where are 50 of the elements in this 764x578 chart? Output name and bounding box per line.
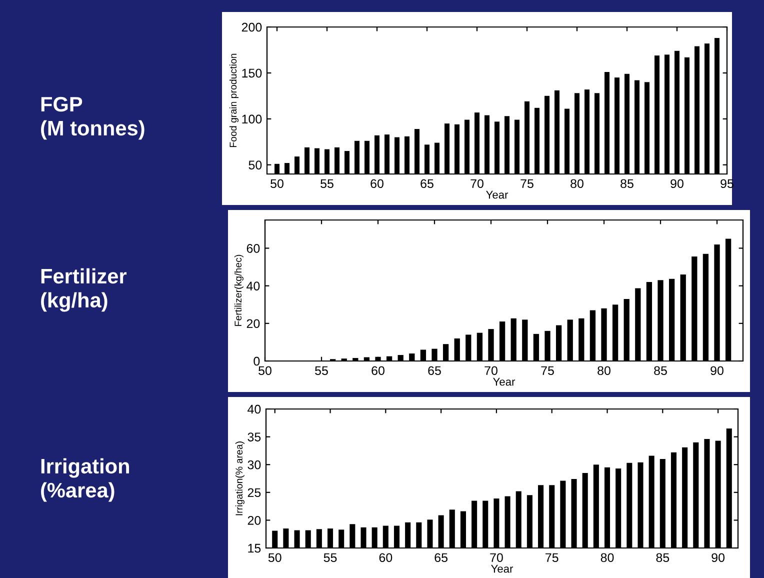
x-tick-label: 90	[712, 553, 725, 562]
x-tick-label: 85	[654, 366, 667, 376]
y-axis-title: Food grain production	[229, 54, 239, 147]
x-tick-label: 85	[620, 179, 634, 188]
x-tick-label: 55	[324, 553, 337, 562]
y-tick-label: 60	[246, 244, 260, 253]
x-axis-title: Year	[491, 564, 514, 573]
text: Irrigation (%area)	[41, 458, 129, 502]
x-tick-label: 65	[434, 553, 448, 562]
x-tick-label: 60	[372, 366, 384, 376]
x-tick-label: 55	[315, 366, 328, 376]
x-axis-title: Year	[493, 378, 516, 386]
y-axis-title: Irrigation(% area)	[235, 442, 244, 516]
y-tick-label: 20	[246, 319, 260, 328]
y-tick-label: 35	[248, 432, 261, 442]
y-tick-label: 40	[248, 404, 261, 414]
y-tick-label: 200	[242, 22, 262, 32]
text: FGP (M tonnes)	[41, 96, 144, 140]
x-tick-label: 80	[600, 553, 614, 562]
x-tick-label: 65	[420, 179, 434, 188]
x-tick-label: 70	[470, 179, 484, 188]
text: Fertilizer (kg/ha)	[41, 268, 127, 312]
y-tick-label: 100	[242, 114, 262, 124]
x-tick-label: 75	[541, 366, 554, 376]
x-tick-label: 50	[270, 179, 284, 188]
y-tick-label: 15	[248, 544, 261, 553]
y-tick-label: 0	[254, 356, 260, 366]
y-tick-label: 150	[242, 68, 262, 78]
y-tick-label: 50	[248, 160, 262, 170]
x-tick-label: 85	[656, 553, 670, 562]
x-tick-label: 80	[570, 179, 584, 188]
x-tick-label: 70	[490, 553, 503, 562]
x-tick-label: 75	[546, 553, 558, 562]
x-tick-label: 60	[370, 179, 384, 188]
x-tick-label: 90	[710, 366, 724, 376]
x-tick-label: 70	[484, 366, 498, 376]
y-tick-label: 25	[248, 488, 261, 498]
x-tick-label: 50	[268, 553, 282, 562]
x-tick-label: 65	[428, 366, 441, 376]
y-tick-label: 20	[248, 516, 261, 525]
y-tick-label: 40	[246, 282, 260, 290]
x-axis-title: Year	[486, 190, 508, 199]
y-axis-title: Fertilizer(kg/hec)	[234, 254, 244, 326]
x-tick-label: 60	[379, 553, 392, 562]
x-tick-label: 80	[598, 366, 610, 376]
y-tick-label: 30	[248, 460, 261, 470]
x-tick-label: 75	[520, 179, 534, 188]
x-tick-label: 50	[258, 366, 272, 376]
x-tick-label: 55	[320, 179, 334, 188]
x-tick-label: 90	[670, 179, 684, 188]
